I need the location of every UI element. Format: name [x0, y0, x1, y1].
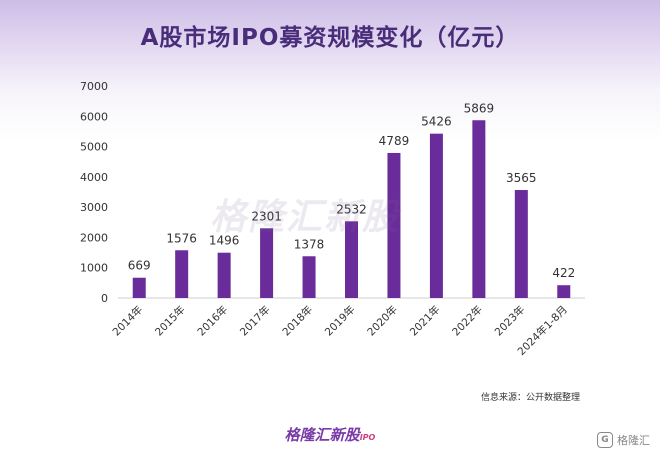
data-label: 2301 [251, 209, 282, 223]
y-tick-label: 3000 [80, 201, 108, 214]
bars [132, 120, 571, 298]
x-ticks: 2014年 2015年 2016年 2017年 2018年 2019年 2020年 2021年… [110, 303, 570, 358]
bar [302, 256, 316, 298]
x-tick-label: 2022年 [449, 303, 485, 339]
data-labels: 669 1576 1496 2301 1378 2532 4789 5426 5869 3565 4… [128, 101, 575, 280]
data-label: 1496 [209, 234, 240, 248]
data-label: 422 [552, 266, 575, 280]
x-tick-label: 2023年 [492, 303, 528, 339]
bar [514, 190, 528, 298]
brand-tag: IPO [359, 433, 376, 442]
x-tick-label: 2014年 [110, 303, 146, 339]
x-tick-label: 2015年 [152, 303, 188, 339]
bar [429, 133, 443, 298]
bar [557, 285, 571, 298]
y-tick-label: 7000 [80, 80, 108, 93]
x-tick-label: 2021年 [407, 303, 443, 339]
x-tick-label: 2020年 [365, 303, 401, 339]
watermark: 格隆汇新股 [210, 197, 401, 238]
bar [132, 277, 146, 298]
data-label: 1378 [294, 237, 325, 251]
data-label: 5426 [421, 115, 452, 129]
chart-title: A股市场IPO募资规模变化（亿元） [140, 25, 520, 51]
data-label: 1576 [166, 231, 197, 245]
source-note: 信息来源：公开数据整理 [480, 393, 580, 403]
bar [260, 228, 274, 298]
bar [345, 221, 358, 298]
corner-logo-text: 格隆汇 [617, 434, 650, 447]
data-label: 3565 [506, 171, 537, 185]
x-tick-label: 2019年 [322, 303, 358, 339]
brand-footer: 格隆汇新股IPO [0, 424, 660, 445]
bar [387, 152, 401, 298]
x-tick-label: 2016年 [195, 303, 231, 339]
data-label: 669 [128, 259, 151, 273]
y-tick-label: 1000 [80, 262, 108, 275]
y-tick-label: 4000 [80, 171, 108, 184]
data-label: 4789 [379, 134, 410, 148]
g-logo-icon: G [597, 432, 613, 448]
x-tick-label: 2018年 [280, 303, 316, 339]
brand-name: 格隆汇新股 [284, 426, 360, 444]
y-tick-label: 0 [101, 292, 108, 305]
x-tick-label: 2017年 [237, 303, 273, 339]
bar [175, 250, 189, 298]
bar [472, 120, 486, 298]
data-label: 2532 [336, 202, 367, 216]
y-axis: 0 1000 2000 3000 4000 5000 6000 7000 [80, 80, 108, 305]
y-tick-label: 6000 [80, 110, 108, 123]
data-label: 5869 [464, 101, 495, 115]
corner-logo: G 格隆汇 [597, 432, 650, 448]
y-tick-label: 2000 [80, 231, 108, 244]
y-tick-label: 5000 [80, 141, 108, 154]
bar [217, 252, 231, 298]
